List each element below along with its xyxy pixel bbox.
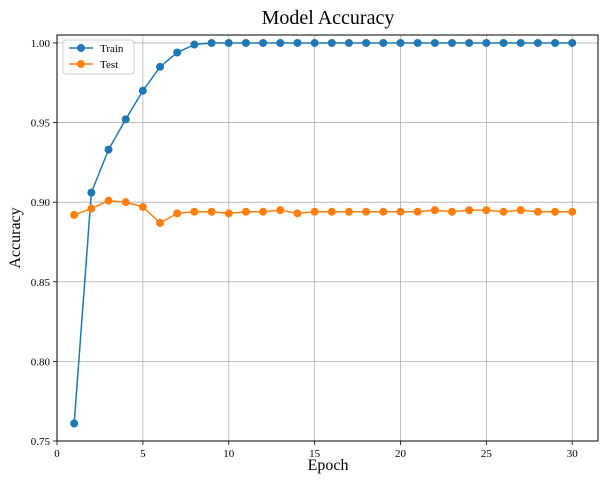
test-data-point <box>568 207 577 216</box>
test-data-point <box>259 207 268 216</box>
train-data-point <box>70 419 79 428</box>
y-tick-label: 0.75 <box>31 436 51 448</box>
series-layer <box>70 38 577 428</box>
train-data-point <box>379 38 388 47</box>
train-data-point <box>327 38 336 47</box>
test-data-point <box>482 206 491 215</box>
train-data-point <box>482 38 491 47</box>
train-data-point <box>173 48 182 57</box>
train-data-point <box>259 38 268 47</box>
y-axis-label: Accuracy <box>7 207 24 268</box>
test-data-point <box>327 207 336 216</box>
y-tick-label: 0.85 <box>31 277 51 289</box>
legend: Train Test <box>62 39 135 75</box>
train-data-point <box>190 40 199 49</box>
test-data-point <box>104 196 113 205</box>
test-data-point <box>121 198 130 207</box>
test-data-point <box>173 209 182 218</box>
test-data-point <box>156 218 165 227</box>
test-series-line <box>73 199 573 224</box>
train-data-point <box>568 38 577 47</box>
y-axis-ticks: 0.75 0.80 0.85 0.90 0.95 1.00 <box>31 38 57 448</box>
test-data-point <box>362 207 371 216</box>
legend-test-label: Test <box>100 59 118 71</box>
test-data-point <box>533 207 542 216</box>
test-data-point <box>430 206 439 215</box>
train-data-point <box>362 38 371 47</box>
train-data-point <box>207 38 216 47</box>
train-data-point <box>465 38 474 47</box>
test-data-point <box>516 206 525 215</box>
plot-frame <box>56 34 599 442</box>
x-tick-label: 10 <box>223 448 235 460</box>
train-data-point <box>413 38 422 47</box>
chart-title: Model Accuracy <box>262 7 395 29</box>
x-axis-ticks: 0 5 10 15 20 25 30 <box>54 441 578 460</box>
test-data-point <box>207 207 216 216</box>
test-data-point <box>293 209 302 218</box>
train-data-point <box>344 38 353 47</box>
train-data-point <box>224 38 233 47</box>
y-tick-label: 0.95 <box>31 118 51 130</box>
test-data-point <box>413 207 422 216</box>
legend-train-label: Train <box>100 43 124 55</box>
test-data-point <box>310 207 319 216</box>
train-data-point <box>516 38 525 47</box>
train-data-point <box>121 115 130 124</box>
train-data-point <box>293 38 302 47</box>
test-data-point <box>138 202 147 211</box>
x-tick-label: 5 <box>140 448 146 460</box>
x-tick-label: 30 <box>567 448 579 460</box>
y-tick-label: 1.00 <box>31 38 51 50</box>
train-series-line <box>73 42 573 424</box>
train-data-point <box>499 38 508 47</box>
test-data-point <box>448 207 457 216</box>
x-tick-label: 20 <box>395 448 407 460</box>
x-tick-label: 15 <box>309 448 321 460</box>
train-data-point <box>533 38 542 47</box>
y-tick-label: 0.90 <box>31 197 51 209</box>
test-data-point <box>87 204 96 213</box>
train-data-point <box>138 86 147 95</box>
test-data-point <box>465 206 474 215</box>
train-data-point <box>396 38 405 47</box>
test-data-point <box>276 206 285 215</box>
y-tick-label: 0.80 <box>31 356 51 368</box>
test-data-point <box>344 207 353 216</box>
test-data-point <box>551 207 560 216</box>
legend-train-marker <box>77 44 85 52</box>
train-data-point <box>448 38 457 47</box>
test-data-point <box>70 210 79 219</box>
train-data-point <box>156 62 165 71</box>
test-data-point <box>190 207 199 216</box>
train-data-point <box>241 38 250 47</box>
test-data-point <box>224 209 233 218</box>
test-data-point <box>499 207 508 216</box>
train-data-point <box>104 145 113 154</box>
test-data-point <box>396 207 405 216</box>
legend-test-marker <box>77 60 85 68</box>
x-tick-label: 25 <box>481 448 493 460</box>
train-data-point <box>276 38 285 47</box>
grid-lines <box>56 35 598 442</box>
train-data-point <box>551 38 560 47</box>
test-data-point <box>241 207 250 216</box>
test-data-point <box>379 207 388 216</box>
x-tick-label: 0 <box>54 448 60 460</box>
train-data-point <box>310 38 319 47</box>
x-axis-label: Epoch <box>308 457 349 474</box>
train-data-point <box>87 188 96 197</box>
train-data-point <box>430 38 439 47</box>
